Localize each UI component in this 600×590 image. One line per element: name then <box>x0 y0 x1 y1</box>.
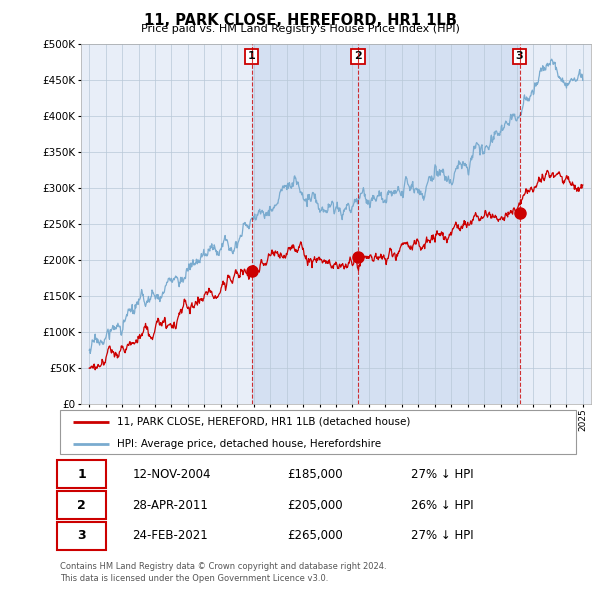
FancyBboxPatch shape <box>60 410 576 454</box>
Text: 3: 3 <box>516 51 523 61</box>
FancyBboxPatch shape <box>58 460 106 489</box>
Text: Contains HM Land Registry data © Crown copyright and database right 2024.
This d: Contains HM Land Registry data © Crown c… <box>60 562 386 583</box>
Text: 27% ↓ HPI: 27% ↓ HPI <box>411 529 473 542</box>
Text: 2: 2 <box>354 51 362 61</box>
Bar <box>251 44 520 404</box>
Text: 12-NOV-2004: 12-NOV-2004 <box>132 468 211 481</box>
Text: 28-APR-2011: 28-APR-2011 <box>132 499 208 512</box>
Text: 3: 3 <box>77 529 86 542</box>
Text: 27% ↓ HPI: 27% ↓ HPI <box>411 468 473 481</box>
Text: 24-FEB-2021: 24-FEB-2021 <box>132 529 208 542</box>
Text: 11, PARK CLOSE, HEREFORD, HR1 1LB (detached house): 11, PARK CLOSE, HEREFORD, HR1 1LB (detac… <box>117 417 410 427</box>
Text: 11, PARK CLOSE, HEREFORD, HR1 1LB: 11, PARK CLOSE, HEREFORD, HR1 1LB <box>143 13 457 28</box>
Text: 2: 2 <box>77 499 86 512</box>
Text: £185,000: £185,000 <box>287 468 343 481</box>
Text: 26% ↓ HPI: 26% ↓ HPI <box>411 499 473 512</box>
Text: 1: 1 <box>248 51 256 61</box>
Text: 1: 1 <box>77 468 86 481</box>
Text: Price paid vs. HM Land Registry's House Price Index (HPI): Price paid vs. HM Land Registry's House … <box>140 24 460 34</box>
FancyBboxPatch shape <box>58 491 106 519</box>
Text: HPI: Average price, detached house, Herefordshire: HPI: Average price, detached house, Here… <box>117 439 381 449</box>
FancyBboxPatch shape <box>58 522 106 550</box>
Text: £205,000: £205,000 <box>287 499 343 512</box>
Text: £265,000: £265,000 <box>287 529 343 542</box>
